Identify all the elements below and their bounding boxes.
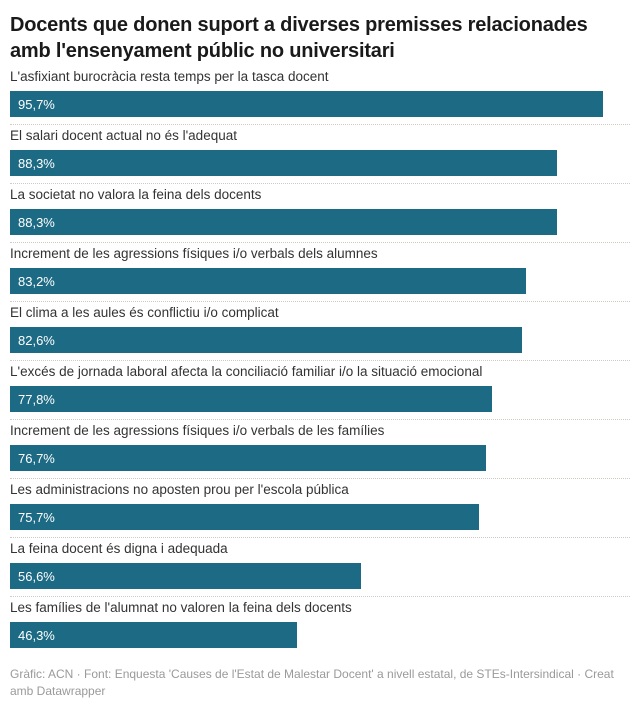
bar-value-label: 82,6% xyxy=(18,332,55,348)
bar: 82,6% xyxy=(10,327,523,353)
bar-row-label: La feina docent és digna i adequada xyxy=(10,541,228,556)
bar-row: La societat no valora la feina dels doce… xyxy=(10,184,630,243)
bar: 76,7% xyxy=(10,445,486,471)
bar: 56,6% xyxy=(10,563,361,589)
bar-value-label: 46,3% xyxy=(18,627,55,643)
bar-value-label: 56,6% xyxy=(18,568,55,584)
bar-row-label: L'excés de jornada laboral afecta la con… xyxy=(10,364,483,379)
bar: 88,3% xyxy=(10,150,558,176)
bar-track: 46,3% xyxy=(10,622,630,648)
bar-track: 56,6% xyxy=(10,563,630,589)
bar-value-label: 88,3% xyxy=(18,214,55,230)
bar-row: El clima a les aules és conflictiu i/o c… xyxy=(10,302,630,361)
bar-value-label: 95,7% xyxy=(18,96,55,112)
bar-value-label: 88,3% xyxy=(18,155,55,171)
bar-track: 88,3% xyxy=(10,150,630,176)
bar-value-label: 75,7% xyxy=(18,509,55,525)
bar: 77,8% xyxy=(10,386,493,412)
bar: 46,3% xyxy=(10,622,298,648)
bar-chart: Docents que donen suport a diverses prem… xyxy=(0,12,640,700)
bar-row: Increment de les agressions físiques i/o… xyxy=(10,243,630,302)
bar-track: 95,7% xyxy=(10,91,630,117)
bar-track: 75,7% xyxy=(10,504,630,530)
bar-value-label: 83,2% xyxy=(18,273,55,289)
bar-row: La feina docent és digna i adequada 56,6… xyxy=(10,538,630,597)
bar-row-label: El clima a les aules és conflictiu i/o c… xyxy=(10,305,279,320)
bar-row: L'asfixiant burocràcia resta temps per l… xyxy=(10,66,630,125)
bar-track: 83,2% xyxy=(10,268,630,294)
bar-track: 82,6% xyxy=(10,327,630,353)
bar: 83,2% xyxy=(10,268,526,294)
bar: 75,7% xyxy=(10,504,480,530)
bar-row-label: Les administracions no aposten prou per … xyxy=(10,482,349,497)
bar-row: L'excés de jornada laboral afecta la con… xyxy=(10,361,630,420)
bar-row-label: La societat no valora la feina dels doce… xyxy=(10,187,262,202)
bar: 88,3% xyxy=(10,209,558,235)
bar-track: 77,8% xyxy=(10,386,630,412)
bar-row: Les famílies de l'alumnat no valoren la … xyxy=(10,597,630,656)
chart-title: Docents que donen suport a diverses prem… xyxy=(10,14,588,62)
bar-row-label: L'asfixiant burocràcia resta temps per l… xyxy=(10,69,329,84)
bar-row-label: Increment de les agressions físiques i/o… xyxy=(10,423,385,438)
bar-row: El salari docent actual no és l'adequat … xyxy=(10,125,630,184)
bar-row: Increment de les agressions físiques i/o… xyxy=(10,420,630,479)
bar-rows: L'asfixiant burocràcia resta temps per l… xyxy=(10,66,630,656)
bar-row: Les administracions no aposten prou per … xyxy=(10,479,630,538)
bar-row-label: El salari docent actual no és l'adequat xyxy=(10,128,237,143)
bar-value-label: 77,8% xyxy=(18,391,55,407)
bar-track: 88,3% xyxy=(10,209,630,235)
bar: 95,7% xyxy=(10,91,604,117)
bar-row-label: Increment de les agressions físiques i/o… xyxy=(10,246,378,261)
bar-row-label: Les famílies de l'alumnat no valoren la … xyxy=(10,600,352,615)
attribution-line: Gràfic: ACN · Font: Enquesta 'Causes de … xyxy=(10,667,614,698)
bar-track: 76,7% xyxy=(10,445,630,471)
bar-value-label: 76,7% xyxy=(18,450,55,466)
